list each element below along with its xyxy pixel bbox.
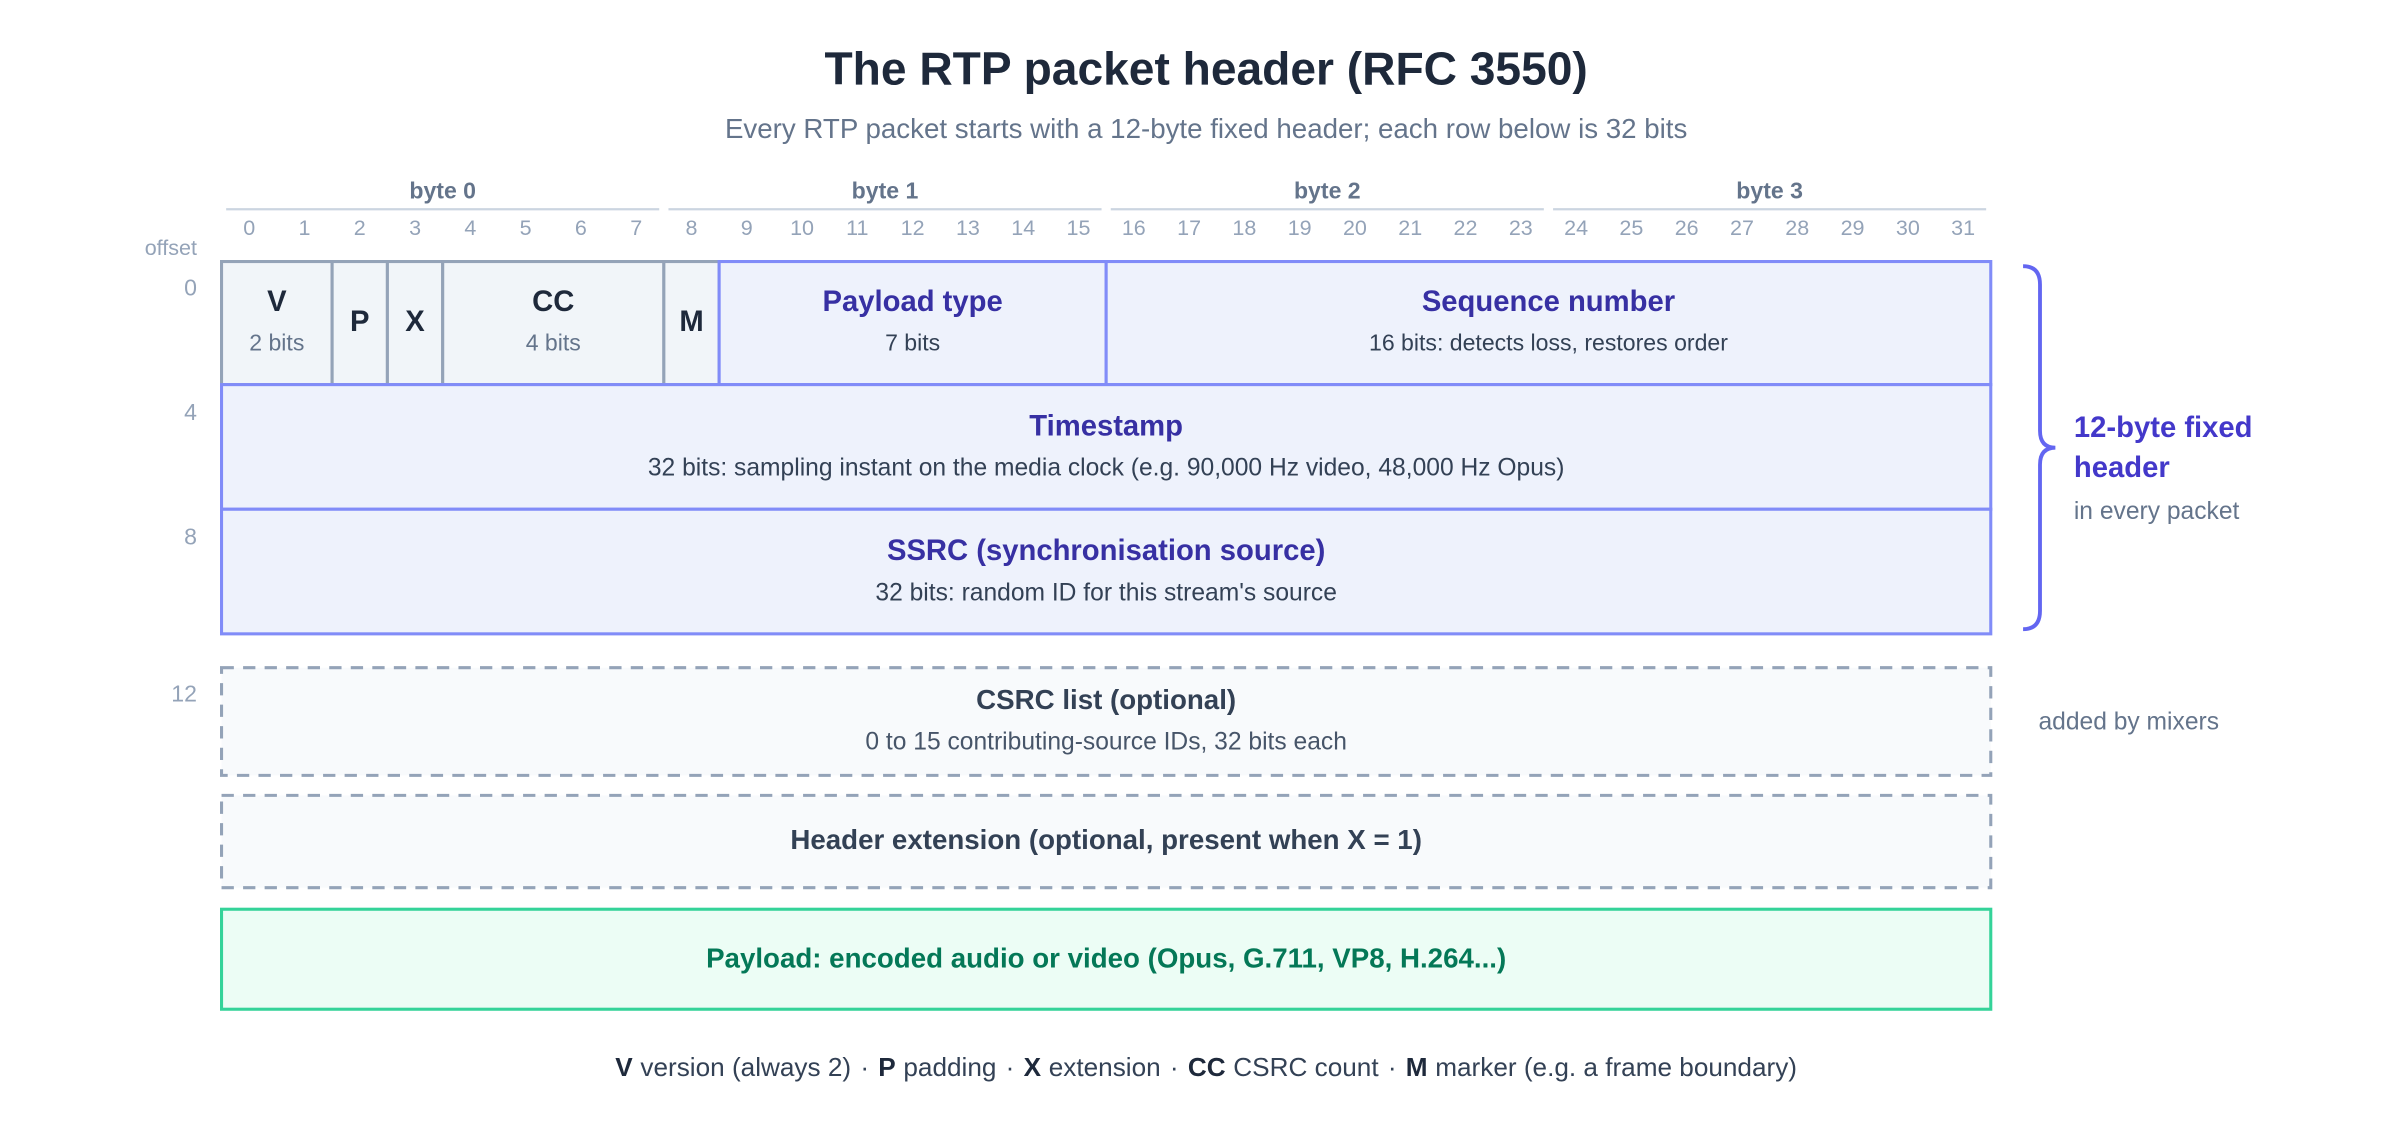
- offset-value: 0: [184, 274, 197, 300]
- field-detail: 2 bits: [249, 330, 304, 356]
- bit-number: 18: [1232, 216, 1256, 240]
- bit-number: 24: [1564, 216, 1588, 240]
- legend-text: CSRC count: [1233, 1052, 1379, 1082]
- legend-text: marker (e.g. a frame boundary): [1435, 1052, 1797, 1082]
- subtitle: Every RTP packet starts with a 12-byte f…: [725, 113, 1687, 144]
- bit-number: 17: [1177, 216, 1201, 240]
- bit-number: 12: [901, 216, 925, 240]
- optional-block: [220, 793, 1993, 890]
- field-detail: 4 bits: [526, 330, 581, 356]
- bit-number: 29: [1841, 216, 1865, 240]
- bit-number: 31: [1951, 216, 1975, 240]
- row-detail: 32 bits: random ID for this stream's sou…: [875, 579, 1337, 606]
- field: [220, 260, 334, 387]
- field-name: M: [679, 306, 703, 338]
- legend-text: version (always 2): [640, 1052, 851, 1082]
- bit-number: 15: [1067, 216, 1091, 240]
- bit-number: 11: [846, 216, 868, 240]
- field: [441, 260, 666, 387]
- row: [220, 383, 1993, 511]
- bit-number: 22: [1454, 216, 1478, 240]
- optional-name: Header extension (optional, present when…: [790, 824, 1422, 855]
- field-name: Sequence number: [1422, 286, 1675, 318]
- bit-number: 0: [243, 216, 255, 240]
- bit-number: 23: [1509, 216, 1533, 240]
- bit-number: 14: [1011, 216, 1035, 240]
- bit-number: 7: [630, 216, 642, 240]
- legend-separator: ·: [1388, 1052, 1397, 1082]
- legend-key: P: [878, 1052, 895, 1082]
- bit-number: 13: [956, 216, 980, 240]
- legend-separator: ·: [860, 1052, 869, 1082]
- bit-number: 3: [409, 216, 421, 240]
- mixers-note: added by mixers: [2038, 709, 2219, 736]
- legend-key: CC: [1188, 1052, 1226, 1082]
- bit-number: 19: [1288, 216, 1312, 240]
- bit-number: 26: [1675, 216, 1699, 240]
- offset-value: 12: [171, 680, 197, 706]
- bit-number: 1: [298, 216, 310, 240]
- bit-number: 30: [1896, 216, 1920, 240]
- bit-number: 27: [1730, 216, 1754, 240]
- bit-number: 28: [1785, 216, 1809, 240]
- field-detail: 7 bits: [885, 330, 940, 356]
- field-name: X: [405, 306, 425, 338]
- bit-number: 9: [741, 216, 753, 240]
- bracket: [2022, 264, 2056, 632]
- optional-detail: 0 to 15 contributing-source IDs, 32 bits…: [865, 729, 1347, 756]
- offset-value: 4: [184, 399, 197, 425]
- bit-number: 25: [1619, 216, 1643, 240]
- offset-value: 8: [184, 524, 197, 550]
- legend-key: M: [1406, 1052, 1428, 1082]
- field: [330, 260, 389, 387]
- optional-name: CSRC list (optional): [976, 684, 1236, 715]
- field-name: V: [267, 286, 287, 318]
- field: [662, 260, 721, 387]
- bit-number: 20: [1343, 216, 1367, 240]
- legend-key: X: [1024, 1052, 1042, 1082]
- bit-number: 21: [1398, 216, 1422, 240]
- payload-block: [220, 907, 1993, 1011]
- field-name: Payload type: [823, 286, 1003, 318]
- legend-separator: ·: [1170, 1052, 1179, 1082]
- bit-number: 5: [520, 216, 532, 240]
- bit-number: 8: [686, 216, 698, 240]
- byte-label: byte 2: [1294, 177, 1361, 203]
- field-detail: 16 bits: detects loss, restores order: [1369, 330, 1728, 356]
- row-name: Timestamp: [1029, 410, 1183, 442]
- legend-text: extension: [1049, 1052, 1161, 1082]
- row-detail: 32 bits: sampling instant on the media c…: [648, 455, 1565, 482]
- bracket-title-box: 12-byte fixed header: [2073, 412, 2253, 485]
- byte-label: byte 0: [409, 177, 476, 203]
- byte-label: byte 1: [852, 177, 919, 203]
- bit-number: 6: [575, 216, 587, 240]
- field: [717, 260, 1108, 387]
- bracket-title: 12-byte fixed header: [2073, 412, 2253, 485]
- byte-label: byte 3: [1736, 177, 1803, 203]
- bracket-note: in every packet: [2074, 498, 2240, 525]
- bit-number: 16: [1122, 216, 1146, 240]
- field-name: P: [350, 306, 370, 338]
- legend-separator: ·: [1006, 1052, 1015, 1082]
- payload-label: Payload: encoded audio or video (Opus, G…: [706, 942, 1506, 973]
- field: [1104, 260, 1993, 387]
- bit-number: 4: [464, 216, 476, 240]
- row-name: SSRC (synchronisation source): [887, 535, 1325, 567]
- title: The RTP packet header (RFC 3550): [825, 42, 1588, 94]
- legend-key: V: [615, 1052, 633, 1082]
- field-name: CC: [532, 286, 574, 318]
- legend-text: padding: [903, 1052, 996, 1082]
- offset-label: offset: [145, 236, 197, 260]
- row: [220, 507, 1993, 636]
- optional-block: [220, 666, 1993, 777]
- bit-number: 2: [354, 216, 366, 240]
- bit-number: 10: [790, 216, 814, 240]
